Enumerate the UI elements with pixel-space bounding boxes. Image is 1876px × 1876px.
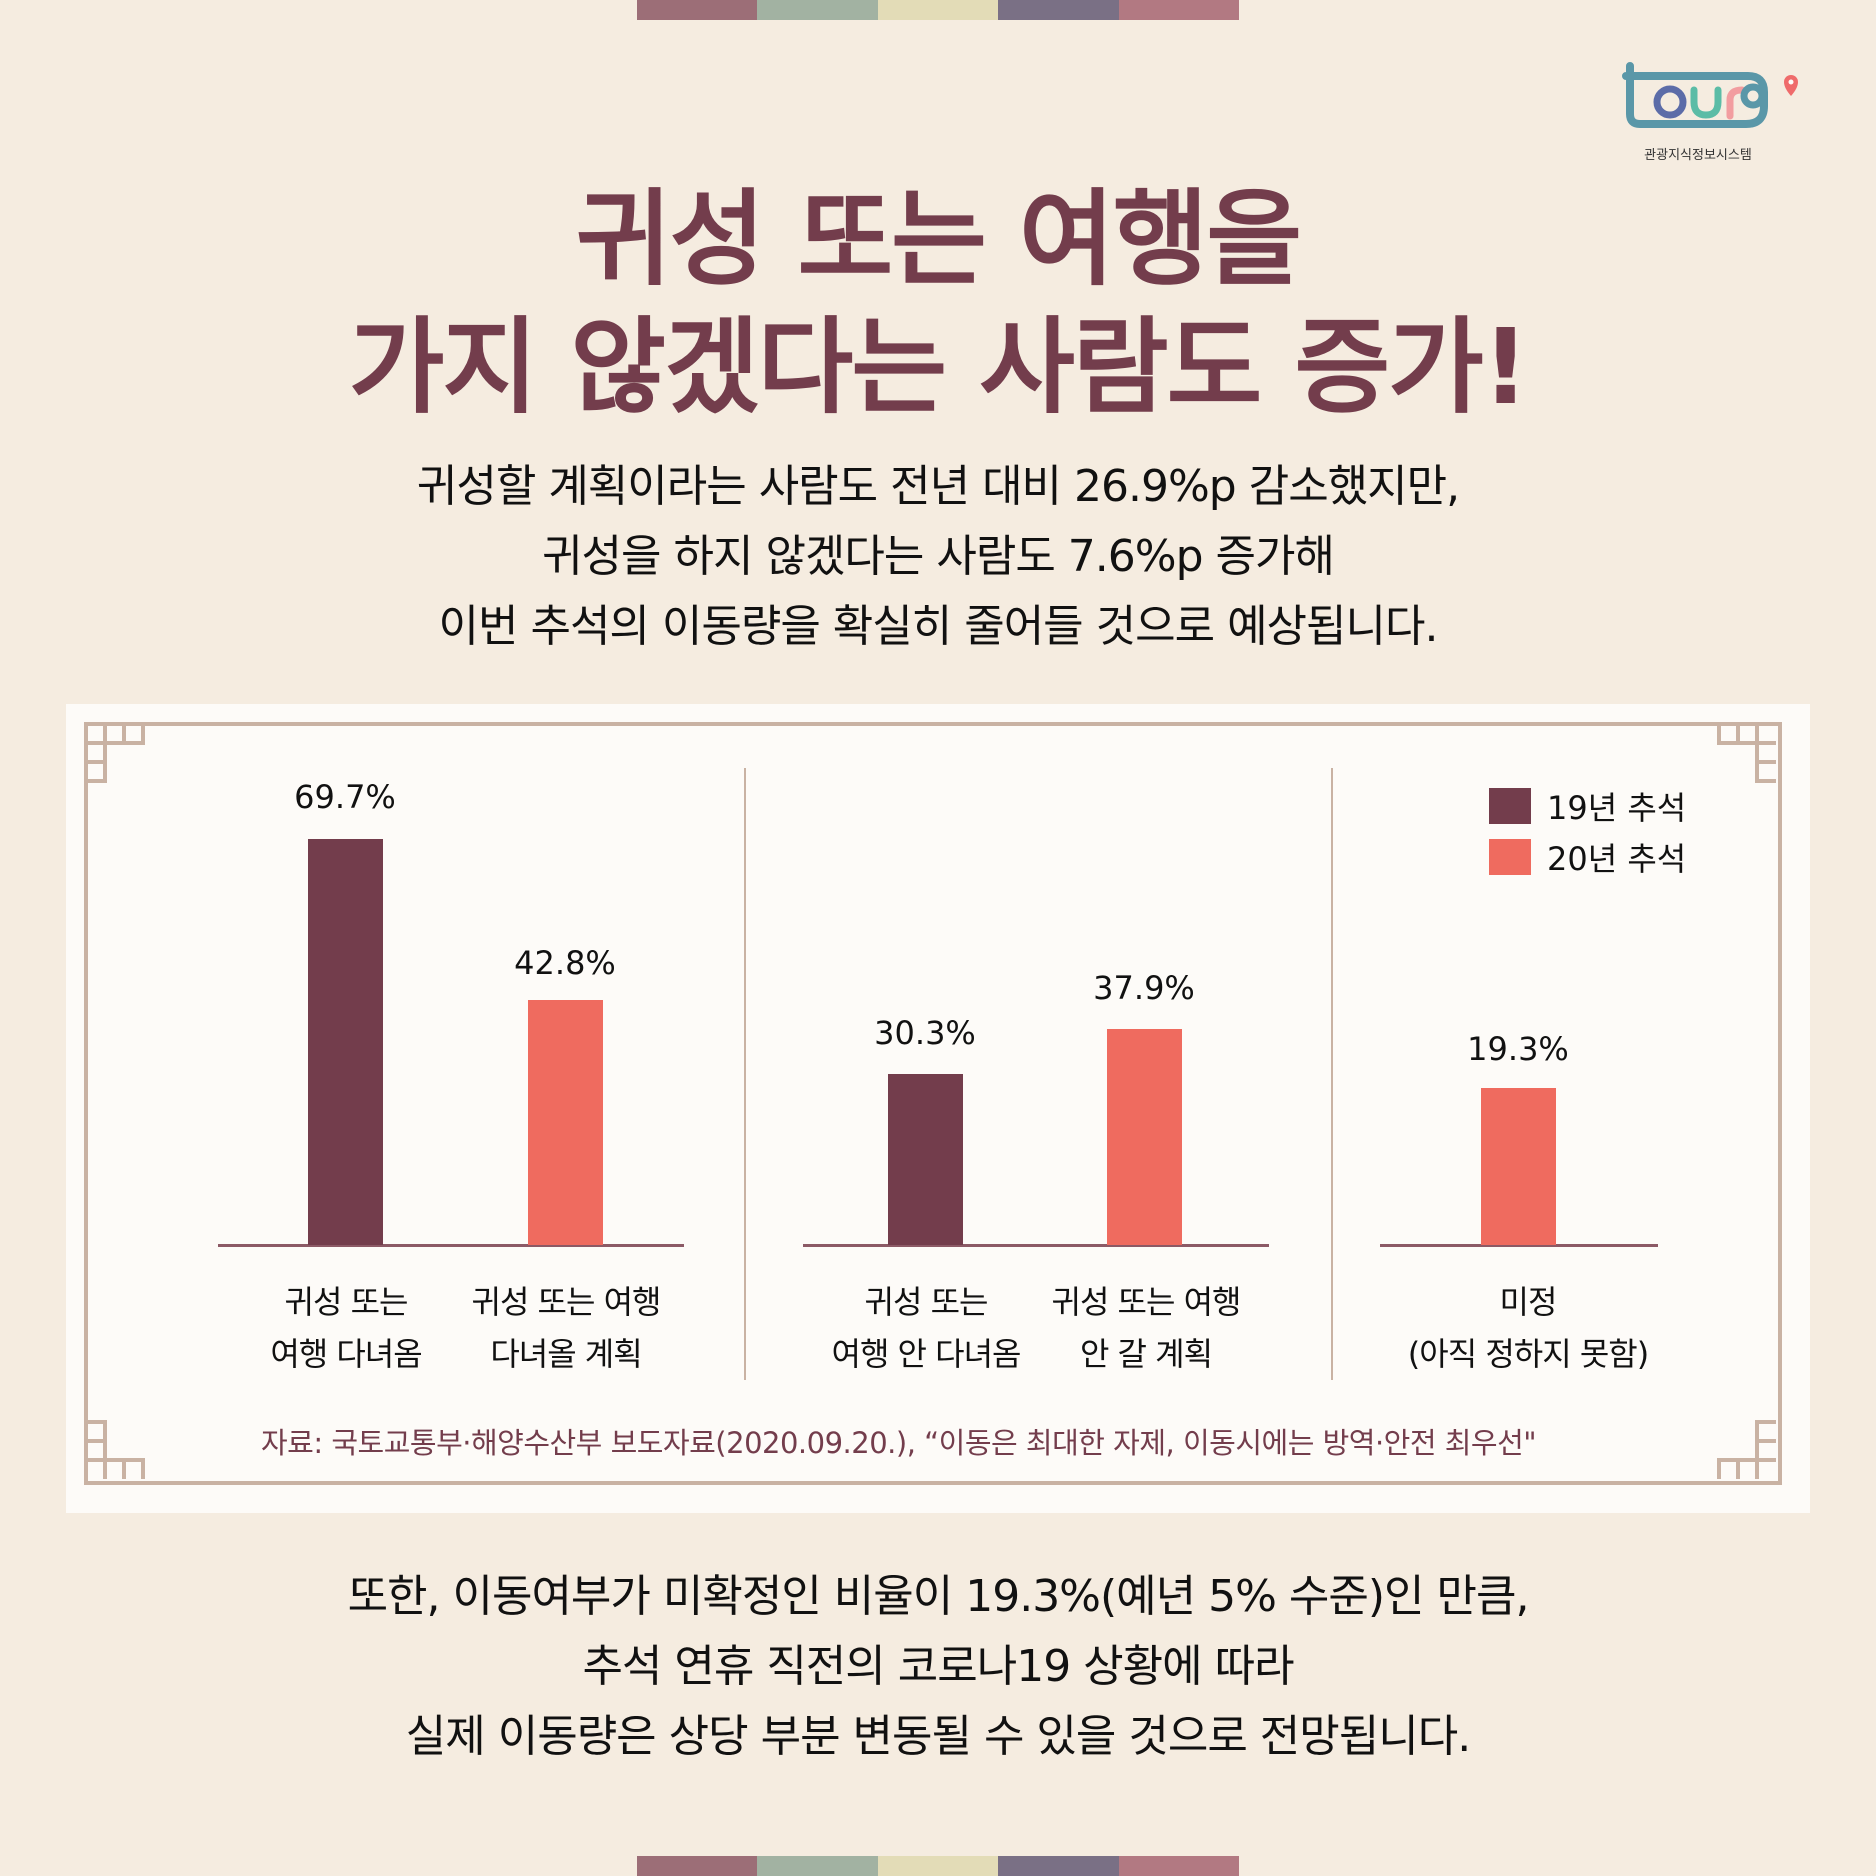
corner-lattice-icon [1717, 1420, 1776, 1479]
category-line: 여행 다녀옴 [270, 1335, 422, 1373]
stripe-segment [998, 0, 1119, 20]
intro-line-3: 이번 추석의 이동량을 확실히 줄어들 것으로 예상됩니다. [438, 601, 1439, 652]
bar-19-visited [308, 839, 383, 1245]
category-label: 귀성 또는 여행 다녀올 계획 [436, 1276, 696, 1380]
legend-item-20: 20년 추석 [1489, 834, 1686, 880]
legend-label: 19년 추석 [1547, 789, 1687, 827]
axis-baseline [1380, 1244, 1658, 1247]
title-line-1: 귀성 또는 여행을 [575, 178, 1302, 300]
bar-20-not-plan [1107, 1029, 1182, 1245]
page-title: 귀성 또는 여행을 가지 않겠다는 사람도 증가! [0, 175, 1876, 431]
bar-20-undecided [1481, 1088, 1556, 1245]
stripe-segment [757, 1856, 878, 1876]
stripe-segment [757, 0, 878, 20]
category-label: 미정 (아직 정하지 못함) [1388, 1276, 1668, 1380]
stripe-segment [998, 1856, 1119, 1876]
bar-value-label: 42.8% [514, 944, 616, 982]
corner-lattice-icon [1717, 724, 1776, 783]
bar-value-label: 19.3% [1467, 1030, 1569, 1068]
title-line-2: 가지 않겠다는 사람도 증가! [348, 306, 1530, 428]
stripe-segment [637, 1856, 758, 1876]
source-citation: 자료: 국토교통부·해양수산부 보도자료(2020.09.20.), “이동은 … [261, 1426, 1537, 1460]
stripe-segment [877, 0, 999, 20]
outro-line-3: 실제 이동량은 상당 부분 변동될 수 있을 것으로 전망됩니다. [405, 1711, 1471, 1762]
stripe-segment [1118, 0, 1240, 20]
bar-19-not-visited [888, 1074, 963, 1245]
category-line: 귀성 또는 여행 [1051, 1283, 1242, 1321]
category-line: 여행 안 다녀옴 [831, 1335, 1022, 1373]
decorative-stripe-bottom [637, 1856, 1240, 1876]
category-label: 귀성 또는 여행 안 다녀옴 [796, 1276, 1056, 1380]
intro-line-2: 귀성을 하지 않겠다는 사람도 7.6%p 증가해 [542, 531, 1335, 582]
category-label: 귀성 또는 여행 다녀옴 [216, 1276, 476, 1380]
stripe-segment [637, 0, 758, 20]
bar-value-label: 37.9% [1093, 969, 1195, 1007]
category-line: 귀성 또는 [284, 1283, 409, 1321]
category-line: (아직 정하지 못함) [1407, 1335, 1649, 1373]
bar-value-label: 30.3% [874, 1014, 976, 1052]
bar-value-label: 69.7% [294, 778, 396, 816]
axis-baseline [218, 1244, 684, 1247]
group-divider [744, 768, 746, 1380]
category-label: 귀성 또는 여행 안 갈 계획 [1016, 1276, 1276, 1380]
corner-lattice-icon [86, 1420, 145, 1479]
legend-swatch [1489, 839, 1531, 875]
chart-frame [84, 722, 1782, 1485]
decorative-stripe-top [637, 0, 1240, 20]
corner-lattice-icon [86, 724, 145, 783]
group-divider [1331, 768, 1333, 1380]
outro-text: 또한, 이동여부가 미확정인 비율이 19.3%(예년 5% 수준)인 만큼, … [0, 1562, 1876, 1772]
tour9-logo-icon [1622, 62, 1798, 128]
legend-label: 20년 추석 [1547, 840, 1687, 878]
legend-swatch [1489, 788, 1531, 824]
category-line: 귀성 또는 여행 [471, 1283, 662, 1321]
bar-20-plan-visit [528, 1000, 603, 1245]
outro-line-2: 추석 연휴 직전의 코로나19 상황에 따라 [582, 1641, 1294, 1692]
tour9-logo: 관광지식정보시스템 [1618, 62, 1798, 172]
chart-panel: 69.7% 42.8% 30.3% 37.9% 19.3% 귀성 또는 여행 다… [66, 704, 1810, 1513]
stripe-segment [1118, 1856, 1240, 1876]
logo-subtitle: 관광지식정보시스템 [1644, 148, 1752, 163]
axis-baseline [803, 1244, 1269, 1247]
outro-line-1: 또한, 이동여부가 미확정인 비율이 19.3%(예년 5% 수준)인 만큼, [347, 1571, 1530, 1622]
category-line: 다녀올 계획 [490, 1335, 642, 1373]
stripe-segment [877, 1856, 999, 1876]
legend-item-19: 19년 추석 [1489, 783, 1686, 829]
category-line: 미정 [1499, 1283, 1558, 1321]
intro-line-1: 귀성할 계획이라는 사람도 전년 대비 26.9%p 감소했지만, [416, 461, 1460, 512]
category-line: 안 갈 계획 [1079, 1335, 1213, 1373]
category-line: 귀성 또는 [864, 1283, 989, 1321]
intro-text: 귀성할 계획이라는 사람도 전년 대비 26.9%p 감소했지만, 귀성을 하지… [0, 452, 1876, 662]
